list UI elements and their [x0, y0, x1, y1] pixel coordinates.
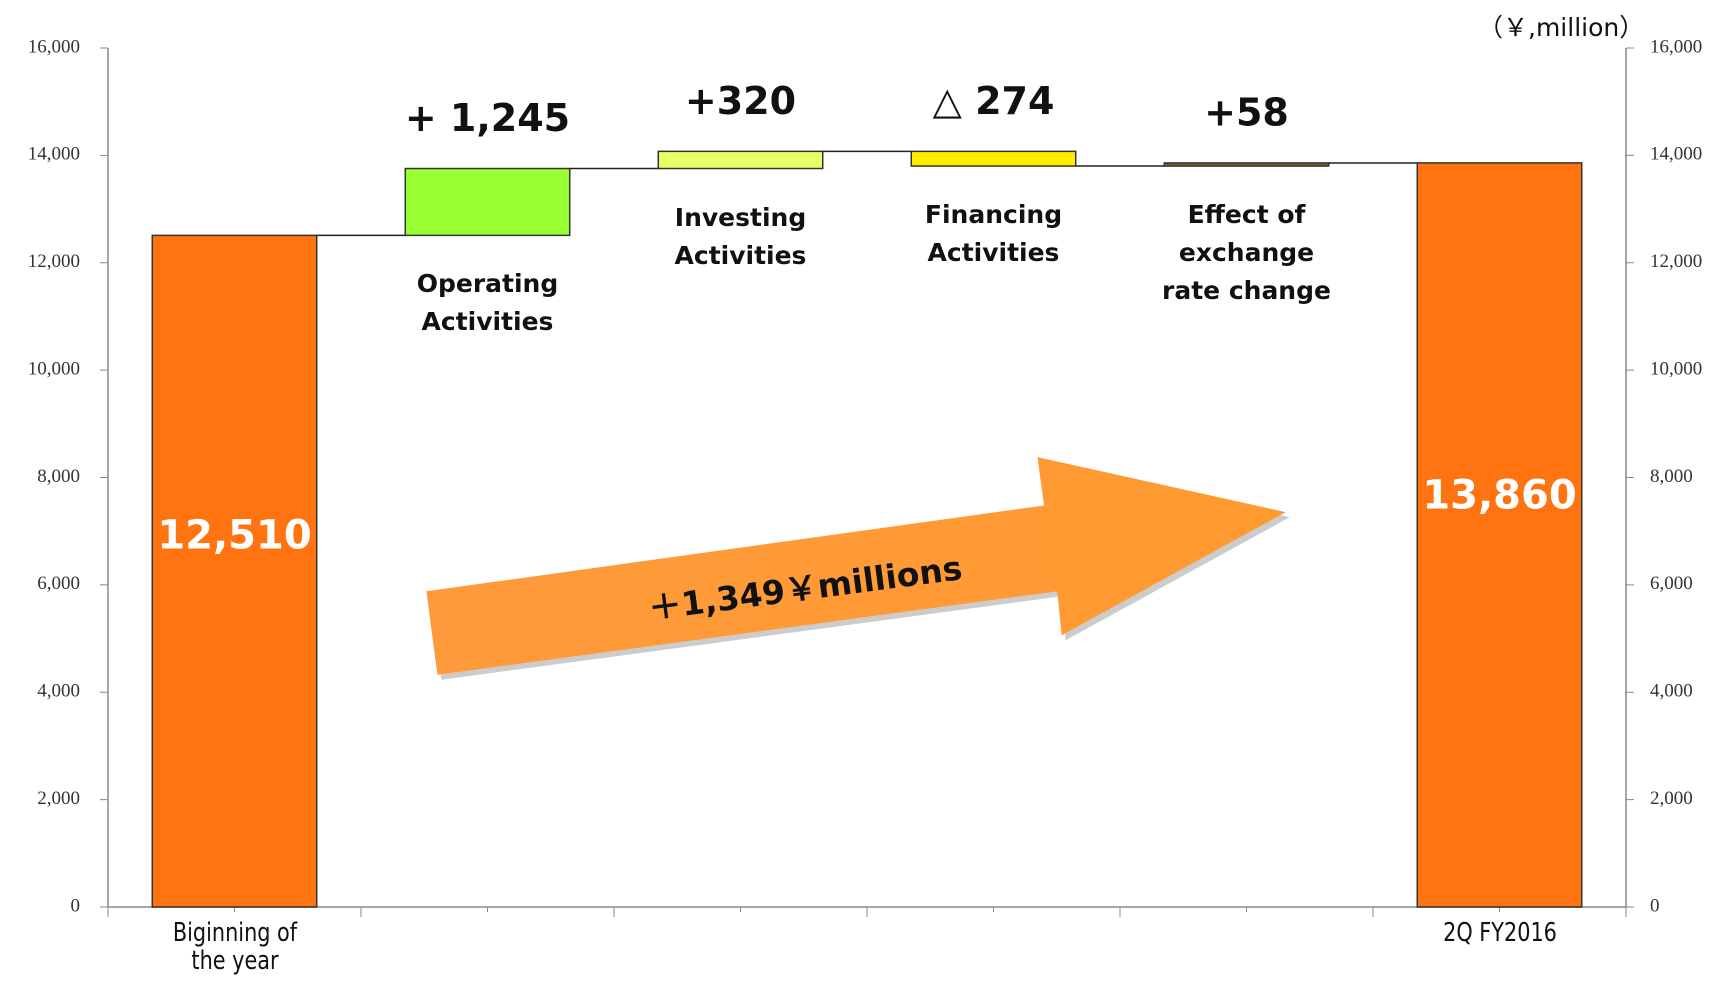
category-label: Financing Activities — [924, 200, 1063, 268]
y-tick-label: 16,000 — [28, 36, 80, 57]
y2-tick-label: 14,000 — [1650, 144, 1702, 165]
bar — [910, 150, 1077, 167]
category-label: Effect of exchange rate change — [1162, 200, 1331, 306]
y2-tick-label: 4,000 — [1650, 681, 1693, 702]
unit-label: （￥,million） — [1478, 13, 1645, 42]
y-tick-label: 8,000 — [37, 466, 80, 487]
value-label: +58 — [1204, 90, 1289, 134]
bar — [1163, 162, 1330, 167]
y2-tick-label: 8,000 — [1650, 466, 1693, 487]
value-label: 13,860 — [1422, 473, 1576, 519]
y2-tick-label: 6,000 — [1650, 573, 1693, 594]
y-tick-label: 10,000 — [28, 358, 80, 379]
y-tick-label: 2,000 — [37, 788, 80, 809]
y-tick-label: 4,000 — [37, 681, 80, 702]
bar — [657, 150, 824, 170]
bar — [1416, 162, 1583, 908]
y-tick-label: 14,000 — [28, 144, 80, 165]
y2-tick-label: 10,000 — [1650, 358, 1702, 379]
y-tick-label: 6,000 — [37, 573, 80, 594]
y2-tick-label: 0 — [1650, 895, 1660, 916]
category-label: 2Q FY2016 — [1442, 918, 1557, 948]
y2-tick-label: 2,000 — [1650, 788, 1693, 809]
value-label: + 1,245 — [405, 96, 570, 140]
y-tick-label: 0 — [71, 895, 81, 916]
y2-tick-label: 12,000 — [1650, 251, 1702, 272]
value-label: △ 274 — [933, 79, 1055, 123]
category-label: Operating Activities — [416, 269, 559, 337]
category-label: Biginning of the year — [172, 918, 297, 976]
arrow — [426, 457, 1286, 675]
value-label: 12,510 — [157, 513, 311, 559]
y2-tick-label: 16,000 — [1650, 36, 1702, 57]
y-tick-label: 12,000 — [28, 251, 80, 272]
value-label: +320 — [685, 79, 796, 123]
category-label: Investing Activities — [674, 202, 807, 270]
bar — [404, 167, 571, 237]
bar — [151, 234, 318, 908]
